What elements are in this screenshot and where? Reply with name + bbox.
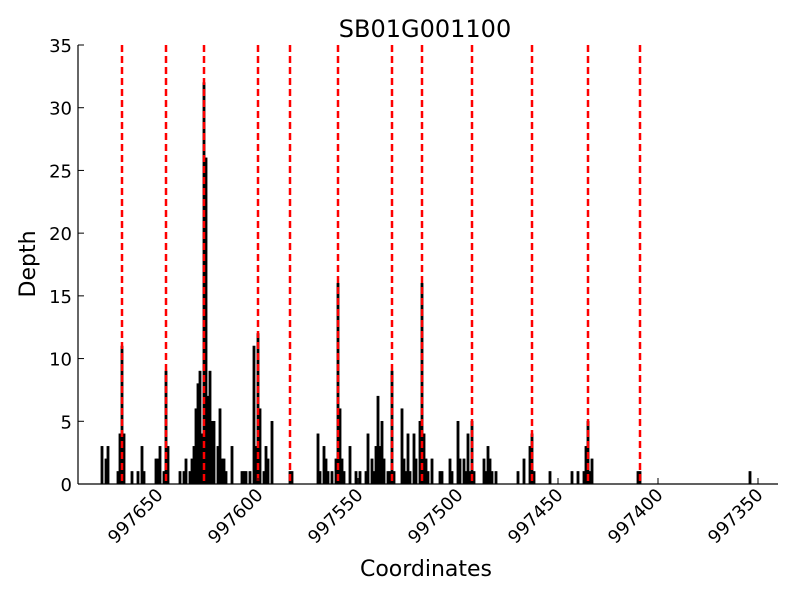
depth-bar bbox=[100, 446, 104, 485]
depth-bar bbox=[450, 471, 454, 485]
chart-title: SB01G001100 bbox=[339, 15, 511, 43]
depth-bar bbox=[522, 458, 526, 485]
depth-bar bbox=[178, 471, 182, 485]
depth-bar bbox=[266, 458, 270, 485]
depth-bar bbox=[382, 458, 386, 485]
depth-bar bbox=[494, 471, 498, 485]
depth-bar bbox=[248, 471, 252, 485]
depth-bar bbox=[490, 471, 494, 485]
depth-bar bbox=[426, 471, 430, 485]
depth-bar bbox=[570, 471, 574, 485]
depth-bar bbox=[158, 446, 162, 485]
depth-bar bbox=[458, 458, 462, 485]
depth-bar bbox=[318, 471, 322, 485]
depth-bar bbox=[230, 446, 234, 485]
depth-bar bbox=[270, 420, 274, 485]
depth-bar bbox=[548, 471, 552, 485]
x-axis-label: Coordinates bbox=[360, 557, 492, 582]
depth-bar bbox=[590, 458, 594, 485]
depth-bar bbox=[430, 458, 434, 485]
depth-bar bbox=[366, 433, 370, 485]
y-tick-label: 5 bbox=[61, 412, 72, 433]
depth-bar bbox=[354, 471, 358, 485]
y-tick-label: 30 bbox=[49, 99, 72, 120]
depth-bar bbox=[358, 471, 362, 485]
depth-bar bbox=[342, 471, 346, 485]
depth-bar bbox=[224, 471, 228, 485]
depth-bar bbox=[330, 471, 334, 485]
depth-bar bbox=[130, 471, 134, 485]
red-dashed-lines-group bbox=[120, 45, 642, 484]
depth-bar bbox=[576, 471, 580, 485]
depth-bar bbox=[748, 471, 752, 485]
depth-bar bbox=[348, 446, 352, 485]
y-tick-label: 10 bbox=[49, 350, 72, 371]
y-ticks-group: 0 5 10 15 20 25 30 35 bbox=[49, 36, 84, 496]
bars-group bbox=[100, 82, 752, 485]
y-tick-label: 35 bbox=[49, 36, 72, 57]
y-axis-label: Depth bbox=[16, 230, 41, 297]
depth-bar bbox=[212, 420, 216, 485]
depth-bar bbox=[414, 458, 418, 485]
y-tick-label: 15 bbox=[49, 287, 72, 308]
depth-bar bbox=[106, 446, 110, 485]
y-tick-label: 0 bbox=[61, 475, 72, 496]
y-tick-label: 20 bbox=[49, 224, 72, 245]
depth-bar bbox=[326, 471, 330, 485]
depth-bar bbox=[516, 471, 520, 485]
depth-bar bbox=[408, 471, 412, 485]
depth-bar bbox=[244, 471, 248, 485]
depth-bar bbox=[440, 471, 444, 485]
y-tick-label: 25 bbox=[49, 161, 72, 182]
depth-bar bbox=[184, 458, 188, 485]
depth-bar bbox=[136, 471, 140, 485]
depth-bar bbox=[142, 471, 146, 485]
axes-group bbox=[77, 45, 778, 485]
